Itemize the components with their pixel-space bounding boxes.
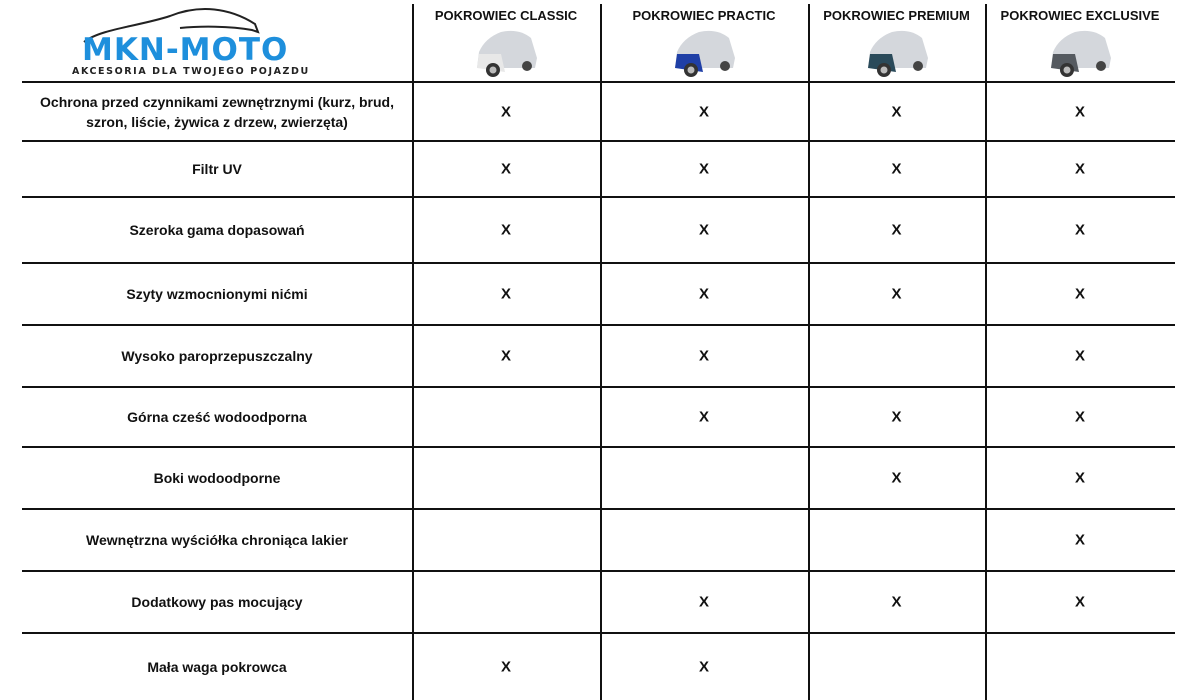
check-mark: X [891,160,902,178]
check-mark: X [891,285,902,303]
feature-label: Wysoko paroprzepuszczalny [121,348,313,364]
row-divider [22,570,1175,572]
check-mark: X [891,103,902,120]
check-mark: X [1074,347,1086,365]
feature-label: Dodatkowy pas mocujący [131,594,303,610]
feature-label: Szeroka gama dopasowań [129,222,305,238]
column-header: POKROWIEC EXCLUSIVE [1000,8,1160,23]
feature-label: Ochrona przed czynnikami zewnętrznymi (k… [40,93,394,130]
check-mark: X [500,658,512,676]
brand-tagline: AKCESORIA DLA TWOJEGO POJAZDU [72,66,310,77]
check-mark: X [698,347,710,365]
column-divider [808,4,810,700]
row-divider [22,446,1175,448]
car-cover-image [471,24,541,83]
row-divider [22,196,1175,198]
column-divider [985,4,987,700]
brand-name: MKN-MOTO [82,32,289,68]
check-mark: X [891,469,902,487]
check-mark: X [1074,160,1086,178]
check-mark: X [1074,103,1086,120]
check-mark: X [698,103,710,120]
check-mark: X [500,285,512,303]
row-divider [22,632,1175,634]
feature-label: Boki wodoodporne [153,470,281,486]
check-mark: X [698,408,710,426]
column-header: POKROWIEC CLASSIC [434,8,578,23]
check-mark: X [1074,469,1086,487]
check-mark: X [1074,531,1086,549]
check-mark: X [891,221,902,239]
check-mark: X [1074,408,1086,426]
feature-label: Filtr UV [192,161,242,177]
check-mark: X [1074,285,1086,303]
feature-label: Górna cześć wodoodporna [127,409,307,425]
row-divider [22,140,1175,142]
check-mark: X [500,160,512,178]
check-mark: X [500,103,512,120]
column-header: POKROWIEC PREMIUM [823,8,970,23]
check-mark: X [1074,593,1086,611]
check-mark: X [891,408,902,426]
check-mark: X [698,221,710,239]
row-divider [22,81,1175,83]
check-mark: X [698,285,710,303]
column-header: POKROWIEC PRACTIC [632,8,776,23]
check-mark: X [500,221,512,239]
column-divider [412,4,414,700]
car-cover-image [669,24,739,83]
row-divider [22,508,1175,510]
feature-label: Szyty wzmocnionymi nićmi [126,286,308,302]
brand-logo: MKN-MOTO AKCESORIA DLA TWOJEGO POJAZDU [60,4,308,80]
check-mark: X [698,593,710,611]
car-cover-image [862,24,932,83]
row-divider [22,324,1175,326]
check-mark: X [698,658,710,676]
feature-label: Mała waga pokrowca [147,659,287,675]
feature-label: Wewnętrzna wyściółka chroniąca lakier [86,532,348,548]
check-mark: X [500,347,512,365]
check-mark: X [891,593,902,611]
car-silhouette-icon [83,8,260,43]
check-mark: X [698,160,710,178]
row-divider [22,262,1175,264]
column-divider [600,4,602,700]
car-cover-image [1045,24,1115,83]
row-divider [22,386,1175,388]
check-mark: X [1074,221,1086,239]
